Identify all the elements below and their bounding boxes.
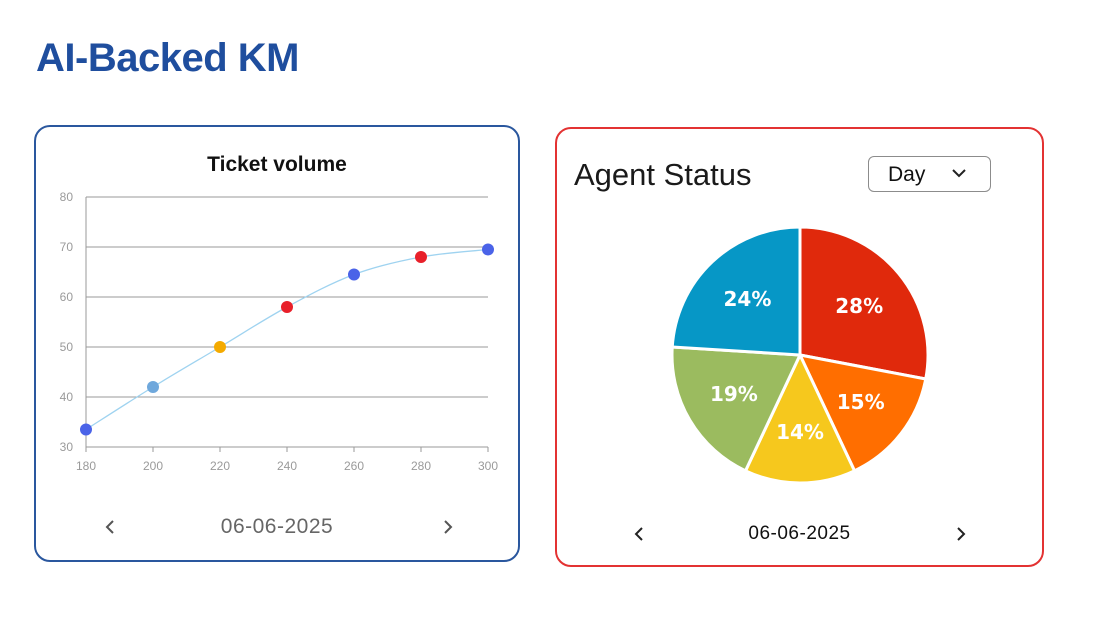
pie-slice[interactable] <box>670 225 802 357</box>
pie-slice-label: 28% <box>835 294 883 318</box>
data-point[interactable] <box>415 251 427 263</box>
agent-next-date-button[interactable] <box>947 520 975 548</box>
ticket-prev-date-button[interactable] <box>96 513 124 541</box>
data-point[interactable] <box>482 243 494 256</box>
agent-status-card: Agent Status Day 28% 15% 14% 19% 24% 06-06-2… <box>555 127 1044 567</box>
y-tick-label: 40 <box>60 390 74 404</box>
pie-slice-label: 14% <box>776 420 824 444</box>
y-tick-label: 30 <box>60 440 74 454</box>
chevron-left-icon <box>105 520 114 534</box>
x-tick-label: 240 <box>277 459 297 473</box>
period-selected-value: Day <box>888 163 926 186</box>
ticket-volume-chart: 30 40 50 60 70 80 180 200 220 240 260 280 300 <box>60 190 499 473</box>
chevron-left-icon <box>634 527 643 541</box>
ticket-chart-title: Ticket volume <box>207 153 347 176</box>
agent-status-title: Agent Status <box>574 157 752 192</box>
data-point[interactable] <box>147 381 159 393</box>
pie-slice-label: 15% <box>837 390 885 414</box>
pie-slice[interactable] <box>798 353 928 473</box>
y-tick-label: 70 <box>60 240 74 254</box>
pie-slice[interactable] <box>798 225 930 381</box>
ticket-volume-line <box>85 248 489 431</box>
y-tick-label: 60 <box>60 290 74 304</box>
y-tick-label: 50 <box>60 340 74 354</box>
data-point[interactable] <box>348 268 360 281</box>
x-tick-label: 280 <box>411 459 431 473</box>
y-tick-label: 80 <box>60 190 74 204</box>
agent-prev-date-button[interactable] <box>625 520 653 548</box>
pie-slice-label: 19% <box>710 382 758 406</box>
pie-slice[interactable] <box>670 345 802 473</box>
page-title: AI-Backed KM <box>36 36 299 80</box>
chevron-right-icon <box>957 527 966 541</box>
x-tick-label: 300 <box>478 459 498 473</box>
agent-date: 06-06-2025 <box>748 523 851 544</box>
x-tick-label: 200 <box>143 459 163 473</box>
x-tick-label: 220 <box>210 459 230 473</box>
x-tick-label: 180 <box>76 459 96 473</box>
agent-status-pie: 28% 15% 14% 19% 24% <box>670 225 930 485</box>
data-point[interactable] <box>281 301 293 313</box>
chevron-down-icon <box>952 169 966 178</box>
ticket-volume-card: Ticket volume 30 40 50 60 70 80 180 200 220 240 26… <box>34 125 520 562</box>
ticket-date: 06-06-2025 <box>220 515 334 538</box>
pie-slice[interactable] <box>744 353 856 485</box>
data-point[interactable] <box>214 341 226 353</box>
ticket-next-date-button[interactable] <box>434 513 462 541</box>
chevron-right-icon <box>444 520 453 534</box>
x-tick-label: 260 <box>344 459 364 473</box>
period-dropdown[interactable]: Day <box>868 156 991 192</box>
data-point[interactable] <box>80 423 92 436</box>
pie-slice-label: 24% <box>723 287 771 311</box>
